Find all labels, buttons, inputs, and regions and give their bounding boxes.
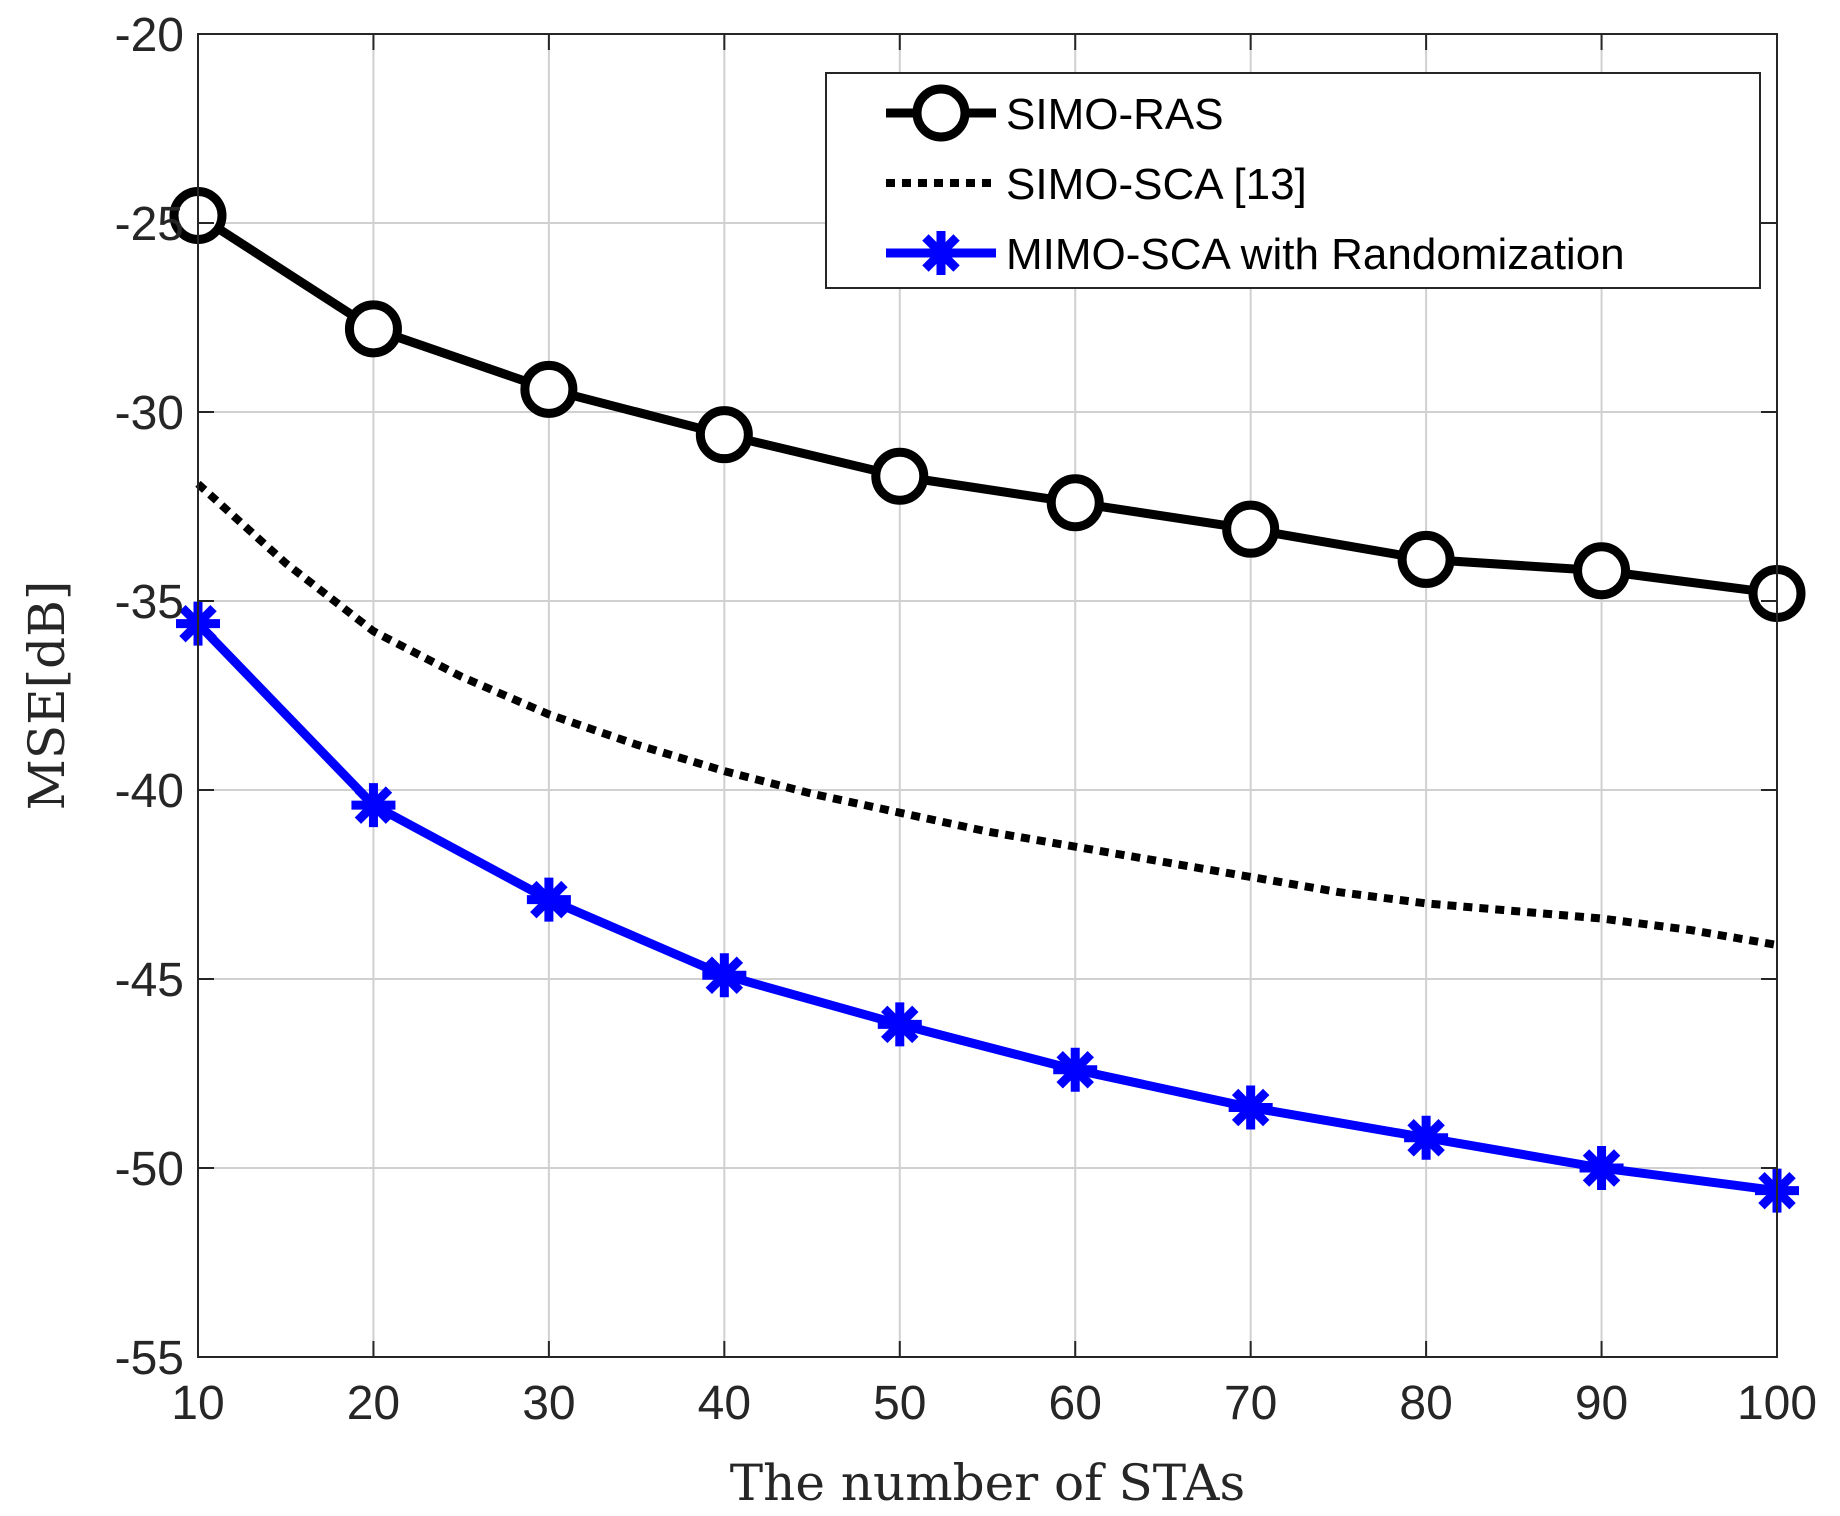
legend-items: SIMO-RAS SIMO-SCA [13] MIMO-SCA with Rando… [886, 84, 1625, 279]
ticks: 10 20 30 40 50 60 70 80 90 100 -20 -25 -30 -35 -40 -45 -… [115, 9, 1817, 1430]
y-tick-label: -50 [115, 1143, 184, 1196]
y-tick-label: -20 [115, 9, 184, 62]
circle-marker [871, 447, 929, 505]
x-tick-label: 10 [171, 1377, 224, 1430]
legend: SIMO-RAS SIMO-SCA [13] MIMO-SCA with Rando… [825, 72, 1761, 289]
asterisk-marker [1579, 1146, 1624, 1190]
circle-marker [344, 300, 402, 358]
asterisk-stroke [1231, 1088, 1270, 1127]
y-axis-label: MSE[dB] [18, 581, 76, 811]
x-tick-label: 70 [1224, 1377, 1277, 1430]
x-tick-label: 100 [1737, 1377, 1817, 1430]
legend-label: SIMO-SCA [13] [1006, 160, 1307, 209]
series-simo-ras [169, 186, 1806, 622]
x-tick-label: 30 [522, 1377, 575, 1430]
circle-marker [695, 406, 753, 464]
circle-marker [1046, 474, 1104, 532]
asterisk-stroke [705, 956, 744, 994]
circle-marker [1397, 530, 1455, 588]
asterisk-marker [351, 783, 396, 828]
y-tick-label: -40 [115, 765, 184, 818]
legend-item: SIMO-RAS [886, 84, 1224, 142]
series-line [195, 480, 1778, 949]
series-line [194, 620, 1778, 1196]
circle-marker [1573, 542, 1631, 600]
asterisk-stroke [1407, 1119, 1445, 1157]
series-layer [169, 186, 1806, 1213]
x-tick-label: 60 [1049, 1377, 1102, 1430]
plot-frame [197, 33, 1778, 1358]
series-simo-sca-13 [195, 480, 1778, 949]
circle-marker [912, 84, 970, 142]
legend-item: MIMO-SCA with Randomization [886, 230, 1625, 279]
x-tick-label: 80 [1399, 1377, 1452, 1430]
legend-label: SIMO-RAS [1006, 90, 1224, 139]
circle-marker [1222, 500, 1280, 558]
y-tick-label: -45 [115, 954, 184, 1007]
legend-item: SIMO-SCA [13] [886, 160, 1307, 209]
series-mimo-sca-with-randomization [176, 601, 1799, 1213]
asterisk-stroke [881, 1005, 919, 1044]
asterisk-marker [919, 231, 963, 275]
asterisk-marker [1053, 1047, 1098, 1092]
x-tick-label: 50 [873, 1377, 926, 1430]
asterisk-marker [877, 1002, 922, 1047]
x-tick-label: 40 [698, 1377, 751, 1430]
x-tick-label: 20 [347, 1377, 400, 1430]
y-tick-label: -55 [115, 1332, 184, 1385]
asterisk-marker [702, 953, 747, 998]
x-tick-label: 90 [1575, 1377, 1628, 1430]
asterisk-marker [526, 877, 571, 922]
asterisk-stroke [1056, 1050, 1094, 1089]
asterisk-stroke [354, 786, 393, 824]
asterisk-stroke [922, 234, 960, 272]
asterisk-stroke [1582, 1149, 1621, 1187]
y-tick-label: -25 [115, 198, 184, 251]
x-axis-label: The number of STAs [730, 1454, 1245, 1512]
circle-marker [520, 360, 578, 418]
legend-label: MIMO-SCA with Randomization [1006, 230, 1625, 279]
asterisk-marker [1404, 1115, 1449, 1160]
y-tick-label: -35 [115, 576, 184, 629]
y-tick-label: -30 [115, 387, 184, 440]
series-line [195, 211, 1778, 598]
asterisk-stroke [530, 880, 568, 919]
asterisk-marker [1228, 1085, 1273, 1130]
